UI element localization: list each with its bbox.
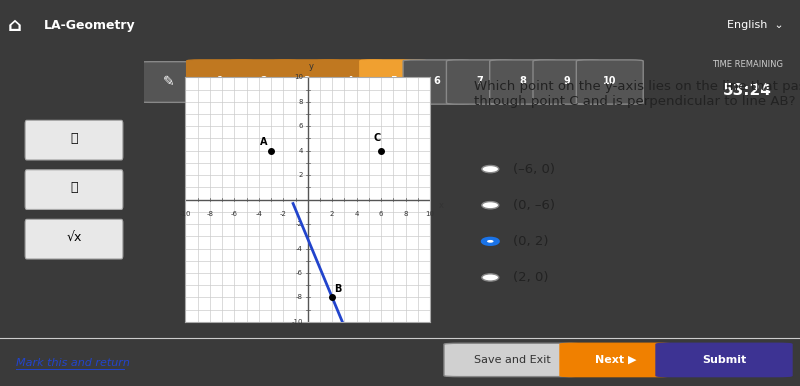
Text: Next ▶: Next ▶ [595,355,637,365]
Text: 🖩: 🖩 [70,181,78,195]
Text: 6: 6 [379,211,383,217]
Text: 7: 7 [477,76,483,86]
Text: -8: -8 [296,295,303,300]
FancyBboxPatch shape [25,170,123,210]
Text: 5: 5 [390,76,397,86]
FancyBboxPatch shape [360,60,426,104]
Circle shape [482,238,498,245]
Text: 10: 10 [603,76,617,86]
Text: -8: -8 [206,211,214,217]
FancyBboxPatch shape [576,60,643,104]
Text: 6: 6 [434,76,440,86]
Text: 4: 4 [354,211,359,217]
FancyBboxPatch shape [317,60,383,104]
Text: 4: 4 [346,76,354,86]
Text: 53:24: 53:24 [723,83,772,98]
Text: (0, 2): (0, 2) [513,235,549,248]
Text: 8: 8 [520,76,526,86]
Text: 🎧: 🎧 [70,132,78,145]
Text: -2: -2 [280,211,286,217]
FancyBboxPatch shape [25,219,123,259]
Text: 8: 8 [403,211,408,217]
Text: 2: 2 [260,76,266,86]
Text: Submit: Submit [702,355,746,365]
FancyBboxPatch shape [186,60,254,104]
Text: -6: -6 [231,211,238,217]
Text: 9: 9 [563,76,570,86]
Circle shape [482,201,498,209]
Text: (2, 0): (2, 0) [513,271,549,284]
Text: English  ⌄: English ⌄ [727,20,784,30]
Text: ✎: ✎ [162,75,174,89]
Text: C: C [374,134,381,143]
Text: TIME REMAINING: TIME REMAINING [712,59,783,69]
FancyBboxPatch shape [560,343,672,377]
FancyBboxPatch shape [403,60,470,104]
Text: 10: 10 [426,211,434,217]
Text: x: x [438,201,443,210]
Text: y: y [309,62,314,71]
Text: ⌂: ⌂ [7,16,22,35]
Text: -10: -10 [291,319,303,325]
Circle shape [482,274,498,281]
Text: 10: 10 [294,74,303,80]
Text: Which point on the y-axis lies on the line that passes
through point C and is pe: Which point on the y-axis lies on the li… [474,80,800,108]
Text: √x: √x [66,231,82,244]
FancyBboxPatch shape [444,343,580,377]
Text: (–6, 0): (–6, 0) [513,163,555,176]
Text: -6: -6 [296,270,303,276]
FancyBboxPatch shape [490,60,557,104]
Text: Mark this and return: Mark this and return [16,357,130,367]
Text: -4: -4 [296,245,303,252]
FancyBboxPatch shape [25,120,123,160]
Text: -2: -2 [296,221,303,227]
Text: 8: 8 [298,99,303,105]
Text: 4: 4 [298,148,303,154]
Text: -10: -10 [180,211,191,217]
Text: LA-Geometry: LA-Geometry [44,19,136,32]
FancyBboxPatch shape [230,60,297,104]
Text: B: B [334,284,342,294]
Text: (0, –6): (0, –6) [513,199,555,212]
Circle shape [487,240,494,243]
FancyBboxPatch shape [138,62,200,102]
FancyBboxPatch shape [274,60,340,104]
Text: Save and Exit: Save and Exit [474,355,550,365]
FancyBboxPatch shape [656,343,792,377]
Text: 2: 2 [298,172,303,178]
Circle shape [482,166,498,173]
Text: A: A [260,137,267,147]
Text: 2: 2 [330,211,334,217]
FancyBboxPatch shape [446,60,514,104]
FancyBboxPatch shape [533,60,600,104]
Text: 6: 6 [298,123,303,129]
Text: 1: 1 [217,76,223,86]
Text: 3: 3 [303,76,310,86]
Text: -4: -4 [255,211,262,217]
